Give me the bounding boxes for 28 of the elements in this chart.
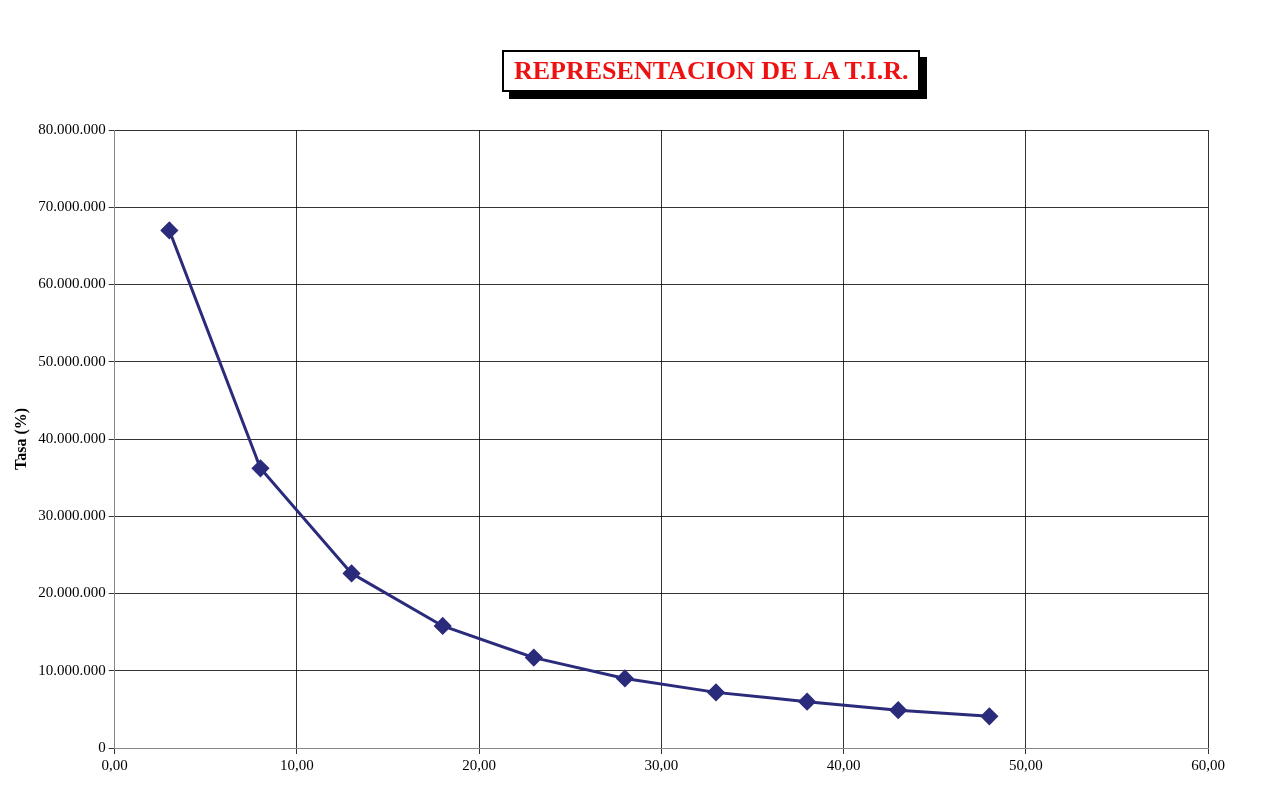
y-tick-label: 10.000.000 <box>38 661 106 678</box>
y-tick-label: 50.000.000 <box>38 352 106 369</box>
point <box>798 693 816 711</box>
y-tick-label: 20.000.000 <box>38 584 106 601</box>
y-axis-title: Tasa (%) <box>11 407 30 471</box>
x-tick-label: 20,00 <box>462 756 497 773</box>
x-tick-label: 0,00 <box>101 756 128 773</box>
y-tick-label: 40.000.000 <box>38 429 106 446</box>
y-tick-label: 60.000.000 <box>38 275 106 292</box>
point <box>616 669 634 687</box>
y-tick-label: 0 <box>98 738 106 755</box>
y-tick-label: 30.000.000 <box>38 507 106 524</box>
point <box>525 649 543 667</box>
point <box>251 459 269 477</box>
x-tick-label: 30,00 <box>644 756 679 773</box>
point <box>980 707 998 725</box>
y-tick-label: 70.000.000 <box>38 198 106 215</box>
point <box>889 701 907 719</box>
x-tick-label: 50,00 <box>1008 756 1043 773</box>
y-tick-label: 80.000.000 <box>38 120 106 137</box>
x-tick-label: 10,00 <box>280 756 314 773</box>
point <box>707 683 725 701</box>
point <box>343 564 361 582</box>
x-tick-label: 40,00 <box>826 756 861 773</box>
point <box>434 617 452 635</box>
chart-title: REPRESENTACION DE LA T.I.R. <box>502 50 921 92</box>
x-tick-label: 60,00 <box>1191 756 1225 773</box>
point <box>160 221 178 239</box>
